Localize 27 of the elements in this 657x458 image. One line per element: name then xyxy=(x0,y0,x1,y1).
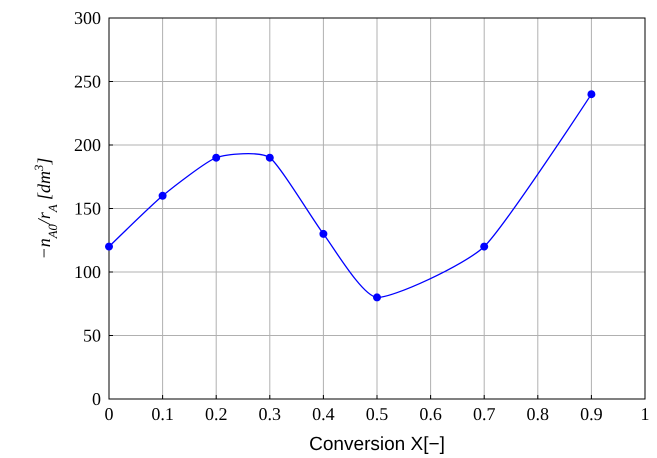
x-tick-label: 0.3 xyxy=(258,404,282,424)
point xyxy=(480,242,488,251)
x-tick-label: 0.6 xyxy=(419,404,442,424)
point xyxy=(212,154,220,162)
point xyxy=(373,293,381,302)
point xyxy=(105,242,113,251)
x-axis-title: Conversion X[−] xyxy=(309,434,445,455)
y-tick-label: 100 xyxy=(74,262,101,282)
point xyxy=(266,154,274,162)
y-tick-label: 250 xyxy=(74,71,101,92)
point xyxy=(319,230,328,238)
x-tick-label: 1 xyxy=(640,404,650,424)
x-tick-label: 0 xyxy=(104,404,114,424)
x-tick-label: 0.7 xyxy=(472,404,496,424)
y-tick-label: 50 xyxy=(83,325,101,346)
x-tick-label: 0.5 xyxy=(366,404,388,424)
y-tick-label: 300 xyxy=(74,8,101,28)
point xyxy=(158,192,167,200)
x-tick-label: 0.1 xyxy=(151,404,174,424)
x-tick-label: 0.9 xyxy=(580,404,603,424)
y-tick-label: 0 xyxy=(92,388,101,409)
point xyxy=(587,90,596,98)
x-tick-label: 0.8 xyxy=(526,404,550,424)
y-tick-label: 150 xyxy=(74,198,101,218)
x-tick-label: 0.4 xyxy=(312,404,335,424)
y-tick-label: 200 xyxy=(74,134,101,155)
x-tick-label: 0.2 xyxy=(204,404,228,424)
